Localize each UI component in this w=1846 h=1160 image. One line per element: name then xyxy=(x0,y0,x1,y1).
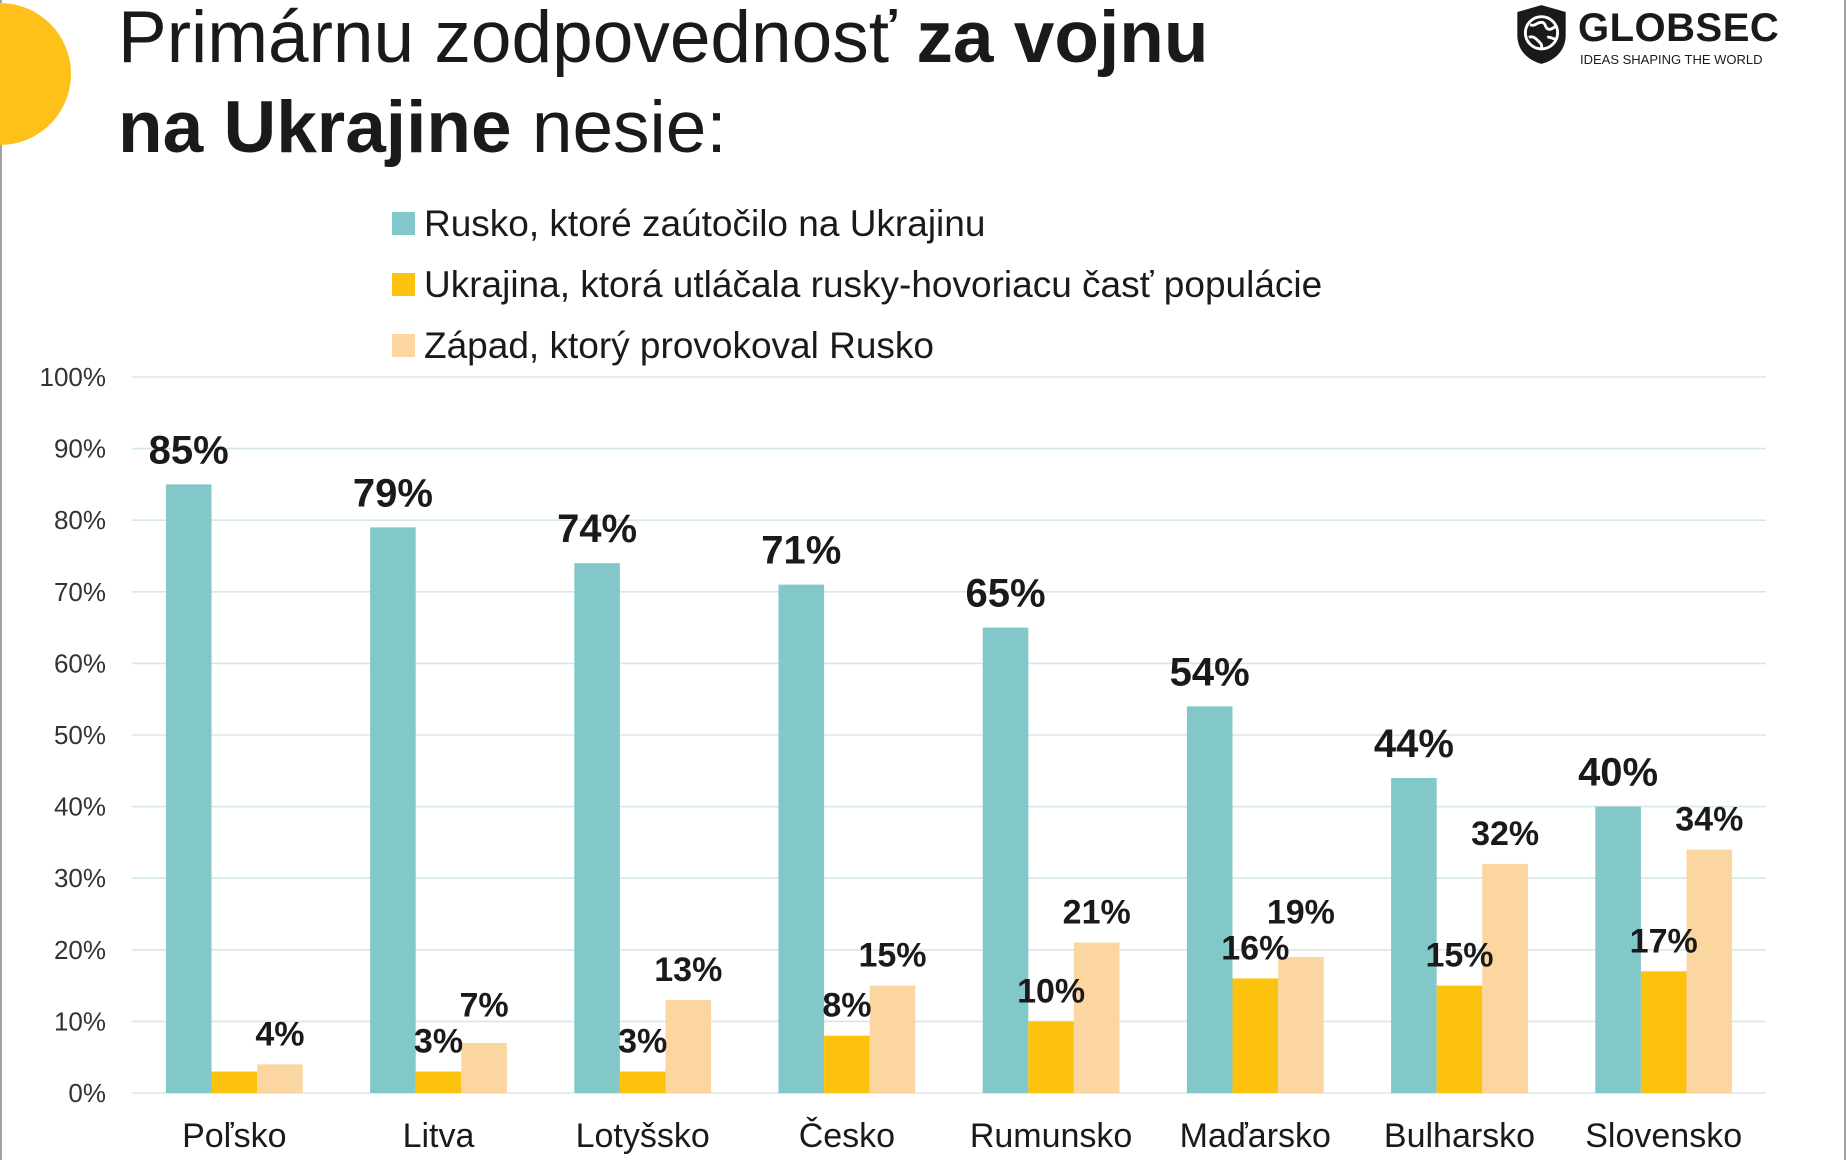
globsec-logo: GLOBSEC IDEAS SHAPING THE WORLD xyxy=(1515,4,1785,68)
title-line-1-regular: Primárnu zodpovednosť xyxy=(118,0,897,78)
category-label: Poľsko xyxy=(182,1117,286,1155)
data-label-ukraine-1: 3% xyxy=(414,1023,463,1061)
data-label-russia-0: 85% xyxy=(149,428,229,472)
legend-item-russia: Rusko, ktoré zaútočilo na Ukrajinu xyxy=(392,193,1322,254)
legend-label-west: Západ, ktorý provokoval Rusko xyxy=(424,324,935,366)
category-label: Lotyšsko xyxy=(576,1117,710,1155)
y-tick-label: 50% xyxy=(54,720,106,750)
bar-west-7 xyxy=(1686,849,1733,1093)
data-label-west-1: 7% xyxy=(460,987,509,1025)
bar-russia-2 xyxy=(574,563,620,1093)
y-tick-label: 70% xyxy=(54,577,106,607)
data-label-russia-6: 44% xyxy=(1374,722,1454,766)
bar-ukraine-4 xyxy=(1028,1021,1074,1093)
title-line-1-bold: za vojnu xyxy=(916,0,1209,78)
y-tick-label: 80% xyxy=(54,505,106,535)
data-label-ukraine-4: 10% xyxy=(1017,972,1085,1010)
bar-west-5 xyxy=(1278,956,1324,1093)
legend-item-ukraine: Ukrajina, ktorá utláčala rusky-hovoriacu… xyxy=(392,254,1322,315)
y-tick-label: 40% xyxy=(54,792,106,822)
data-label-west-7: 34% xyxy=(1675,801,1743,839)
bar-russia-6 xyxy=(1391,777,1437,1093)
bar-ukraine-3 xyxy=(824,1035,870,1093)
bar-west-2 xyxy=(665,999,712,1093)
y-tick-label: 60% xyxy=(54,648,106,678)
logo-tagline: IDEAS SHAPING THE WORLD xyxy=(1580,52,1763,67)
bar-russia-0 xyxy=(165,484,212,1093)
data-label-west-4: 21% xyxy=(1063,894,1131,932)
data-label-west-6: 32% xyxy=(1471,815,1539,853)
legend-label-ukraine: Ukrajina, ktorá utláčala rusky-hovoriacu… xyxy=(424,263,1323,305)
legend-swatch-ukraine xyxy=(392,273,415,296)
chart-legend: Rusko, ktoré zaútočilo na Ukrajinu Ukraj… xyxy=(392,193,1322,376)
bar-russia-7 xyxy=(1595,806,1641,1093)
title-line-2-bold: na Ukrajine xyxy=(118,87,512,168)
data-label-russia-4: 65% xyxy=(965,572,1045,616)
bar-russia-3 xyxy=(778,584,825,1093)
data-label-russia-1: 79% xyxy=(353,471,433,515)
bar-ukraine-7 xyxy=(1640,971,1687,1093)
y-tick-label: 90% xyxy=(54,434,106,464)
bar-russia-5 xyxy=(1186,706,1233,1093)
shield-globe-icon xyxy=(1517,5,1566,64)
category-label: Česko xyxy=(799,1117,895,1155)
data-label-russia-7: 40% xyxy=(1578,751,1658,795)
bar-ukraine-2 xyxy=(619,1071,666,1093)
data-label-ukraine-5: 16% xyxy=(1221,929,1289,967)
bar-west-0 xyxy=(257,1064,303,1093)
title-line-2: na Ukrajine nesie: xyxy=(118,83,1208,173)
title-line-1: Primárnu zodpovednosť za vojnu xyxy=(118,0,1208,83)
category-label: Litva xyxy=(403,1117,475,1155)
bar-ukraine-6 xyxy=(1436,985,1483,1093)
bar-russia-4 xyxy=(982,627,1029,1093)
data-label-west-5: 19% xyxy=(1267,893,1335,931)
data-label-russia-5: 54% xyxy=(1170,650,1250,694)
bar-west-6 xyxy=(1482,863,1528,1093)
data-label-west-3: 15% xyxy=(858,937,926,975)
bar-ukraine-1 xyxy=(415,1071,462,1093)
y-tick-label: 10% xyxy=(54,1006,106,1036)
category-label: Maďarsko xyxy=(1180,1117,1331,1155)
data-label-ukraine-6: 15% xyxy=(1425,937,1493,975)
bar-west-3 xyxy=(869,985,916,1093)
data-label-ukraine-7: 17% xyxy=(1630,922,1698,960)
y-tick-label: 0% xyxy=(68,1078,106,1108)
data-label-ukraine-2: 3% xyxy=(618,1023,667,1061)
data-label-west-2: 13% xyxy=(654,951,722,989)
logo-wordmark: GLOBSEC xyxy=(1578,6,1780,50)
category-label: Bulharsko xyxy=(1384,1117,1535,1155)
legend-item-west: Západ, ktorý provokoval Rusko xyxy=(392,315,1322,376)
y-tick-label: 20% xyxy=(54,935,106,965)
bar-russia-1 xyxy=(370,527,416,1093)
y-tick-label: 30% xyxy=(54,863,106,893)
legend-swatch-russia xyxy=(392,212,415,235)
data-label-ukraine-3: 8% xyxy=(822,987,871,1025)
bar-ukraine-0 xyxy=(211,1071,258,1093)
bar-ukraine-5 xyxy=(1232,978,1279,1093)
category-label: Rumunsko xyxy=(970,1117,1133,1155)
legend-swatch-west xyxy=(392,334,415,357)
bar-west-1 xyxy=(461,1042,507,1093)
category-label: Slovensko xyxy=(1585,1117,1742,1155)
y-tick-label: 100% xyxy=(40,362,107,392)
data-label-russia-2: 74% xyxy=(557,507,637,551)
data-label-russia-3: 71% xyxy=(761,529,841,573)
chart-title: Primárnu zodpovednosť za vojnu na Ukraji… xyxy=(118,0,1208,173)
data-label-west-0: 4% xyxy=(255,1015,304,1053)
title-line-2-regular: nesie: xyxy=(531,87,727,168)
bar-west-4 xyxy=(1073,942,1120,1093)
legend-label-russia: Rusko, ktoré zaútočilo na Ukrajinu xyxy=(424,202,986,244)
